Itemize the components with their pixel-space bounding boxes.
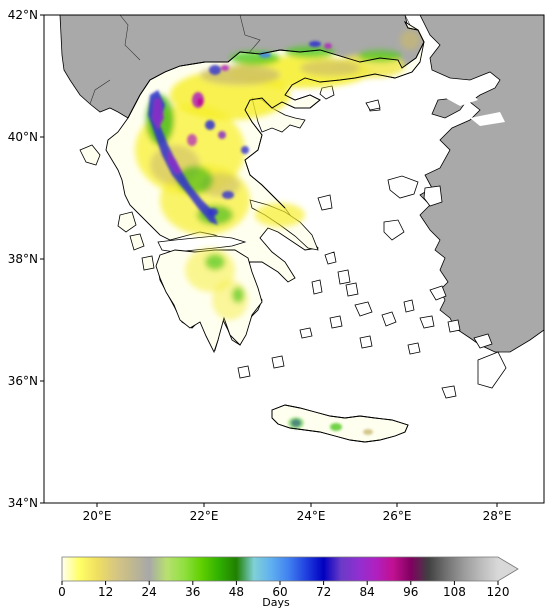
colorbar-tick-label: 12 [98,585,113,599]
aegean-white-patches [390,92,505,128]
colorbar-extend-arrow [498,557,518,581]
y-tick-label: 38°N [8,252,38,266]
colorbar-ticks: 0 12 24 36 48 60 72 84 96 108 120 [58,581,509,599]
y-tick-label: 40°N [8,130,38,144]
snow-days-field [135,30,420,320]
y-axis: 42°N 40°N 38°N 36°N 34°N [8,8,44,510]
ionian-islands [79,144,155,271]
x-tick-label: 24°E [297,509,326,523]
colorbar-outline [61,556,519,582]
colorbar-tick-label: 48 [229,585,244,599]
turkey-land [419,15,544,353]
colorbar-tick-label: 24 [142,585,157,599]
colorbar-tick-label: 36 [185,585,200,599]
y-tick-label: 36°N [8,374,38,388]
colorbar: 0 12 24 36 48 60 72 84 96 108 120 Days [58,556,519,609]
map-area [44,15,544,503]
colorbar-tick-label: 96 [403,585,418,599]
peloponnese [155,249,263,354]
colorbar-tick-label: 108 [443,585,466,599]
colorbar-tick-label: 0 [58,585,66,599]
colorbar-title: Days [262,596,290,609]
coastline-overlay [127,21,425,443]
x-tick-label: 22°E [190,509,219,523]
x-tick-label: 26°E [383,509,412,523]
snow-days-hotspots [148,41,373,435]
colorbar-tick-label: 84 [360,585,375,599]
colorbar-gradient [62,557,498,581]
colorbar-tick-label: 60 [272,585,287,599]
thasos-island [365,99,381,111]
y-tick-label: 42°N [8,8,38,22]
x-tick-label: 28°E [483,509,512,523]
border-lines [89,15,411,105]
aegean-islands [237,85,507,399]
y-tick-label: 34°N [8,496,38,510]
x-tick-label: 20°E [83,509,112,523]
x-axis: 20°E 22°E 24°E 26°E 28°E [83,503,512,523]
colorbar-tick-label: 72 [316,585,331,599]
colorbar-tick-label: 120 [487,585,510,599]
